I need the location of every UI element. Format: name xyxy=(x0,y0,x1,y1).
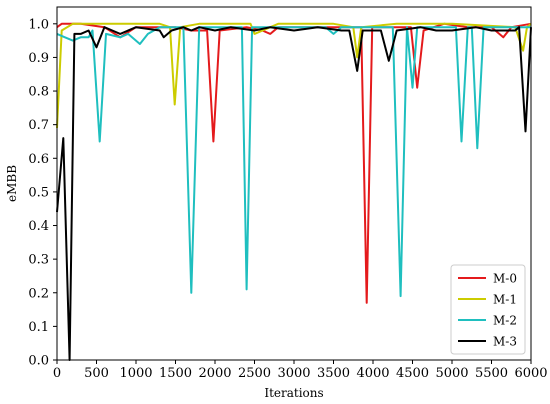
x-tick-label: 1000 xyxy=(119,366,152,381)
x-tick-label: 2500 xyxy=(238,366,271,381)
legend-label-m-0: M-0 xyxy=(493,272,517,286)
y-tick-label: 0.4 xyxy=(28,219,49,234)
x-tick-label: 500 xyxy=(84,366,109,381)
y-tick-label: 0.9 xyxy=(28,51,49,66)
y-tick-label: 0.1 xyxy=(28,320,49,335)
series-layer xyxy=(56,22,532,361)
x-tick-label: 0 xyxy=(53,366,61,381)
x-tick-label: 5500 xyxy=(475,366,508,381)
y-tick-label: 0.8 xyxy=(28,85,49,100)
y-tick-label: 0.0 xyxy=(28,354,49,369)
x-tick-label: 3000 xyxy=(277,366,310,381)
x-axis: 0 500 1000 1500 2000 2500 3000 3500 4000 4500 5000… xyxy=(53,360,548,381)
legend-label-m-1: M-1 xyxy=(493,293,517,307)
legend-box xyxy=(450,264,526,355)
legend-label-m-2: M-2 xyxy=(493,314,517,328)
y-axis: 0.0 0.1 0.2 0.3 0.4 0.5 0.6 0.7 0.8 0.9 1.0 xyxy=(28,17,57,369)
series-line-m-2 xyxy=(56,26,531,298)
y-axis-label: eMBB xyxy=(5,165,19,202)
x-tick-label: 4500 xyxy=(396,366,429,381)
x-tick-label: 6000 xyxy=(514,366,547,381)
y-tick-label: 0.7 xyxy=(28,118,49,133)
x-axis-label: Iterations xyxy=(264,386,323,400)
y-tick-label: 0.5 xyxy=(28,185,49,200)
x-tick-label: 3500 xyxy=(317,366,350,381)
legend-label-m-3: M-3 xyxy=(493,335,517,349)
y-tick-label: 1.0 xyxy=(28,17,49,32)
series-line-m-3 xyxy=(56,26,532,361)
y-tick-label: 0.3 xyxy=(28,253,49,268)
legend: M-0 M-1 M-2 M-3 xyxy=(450,264,526,355)
x-tick-label: 2000 xyxy=(198,366,231,381)
y-tick-label: 0.2 xyxy=(28,286,49,301)
x-tick-label: 1500 xyxy=(159,366,192,381)
x-tick-label: 4000 xyxy=(356,366,389,381)
x-tick-label: 5000 xyxy=(435,366,468,381)
y-tick-label: 0.6 xyxy=(28,152,49,167)
